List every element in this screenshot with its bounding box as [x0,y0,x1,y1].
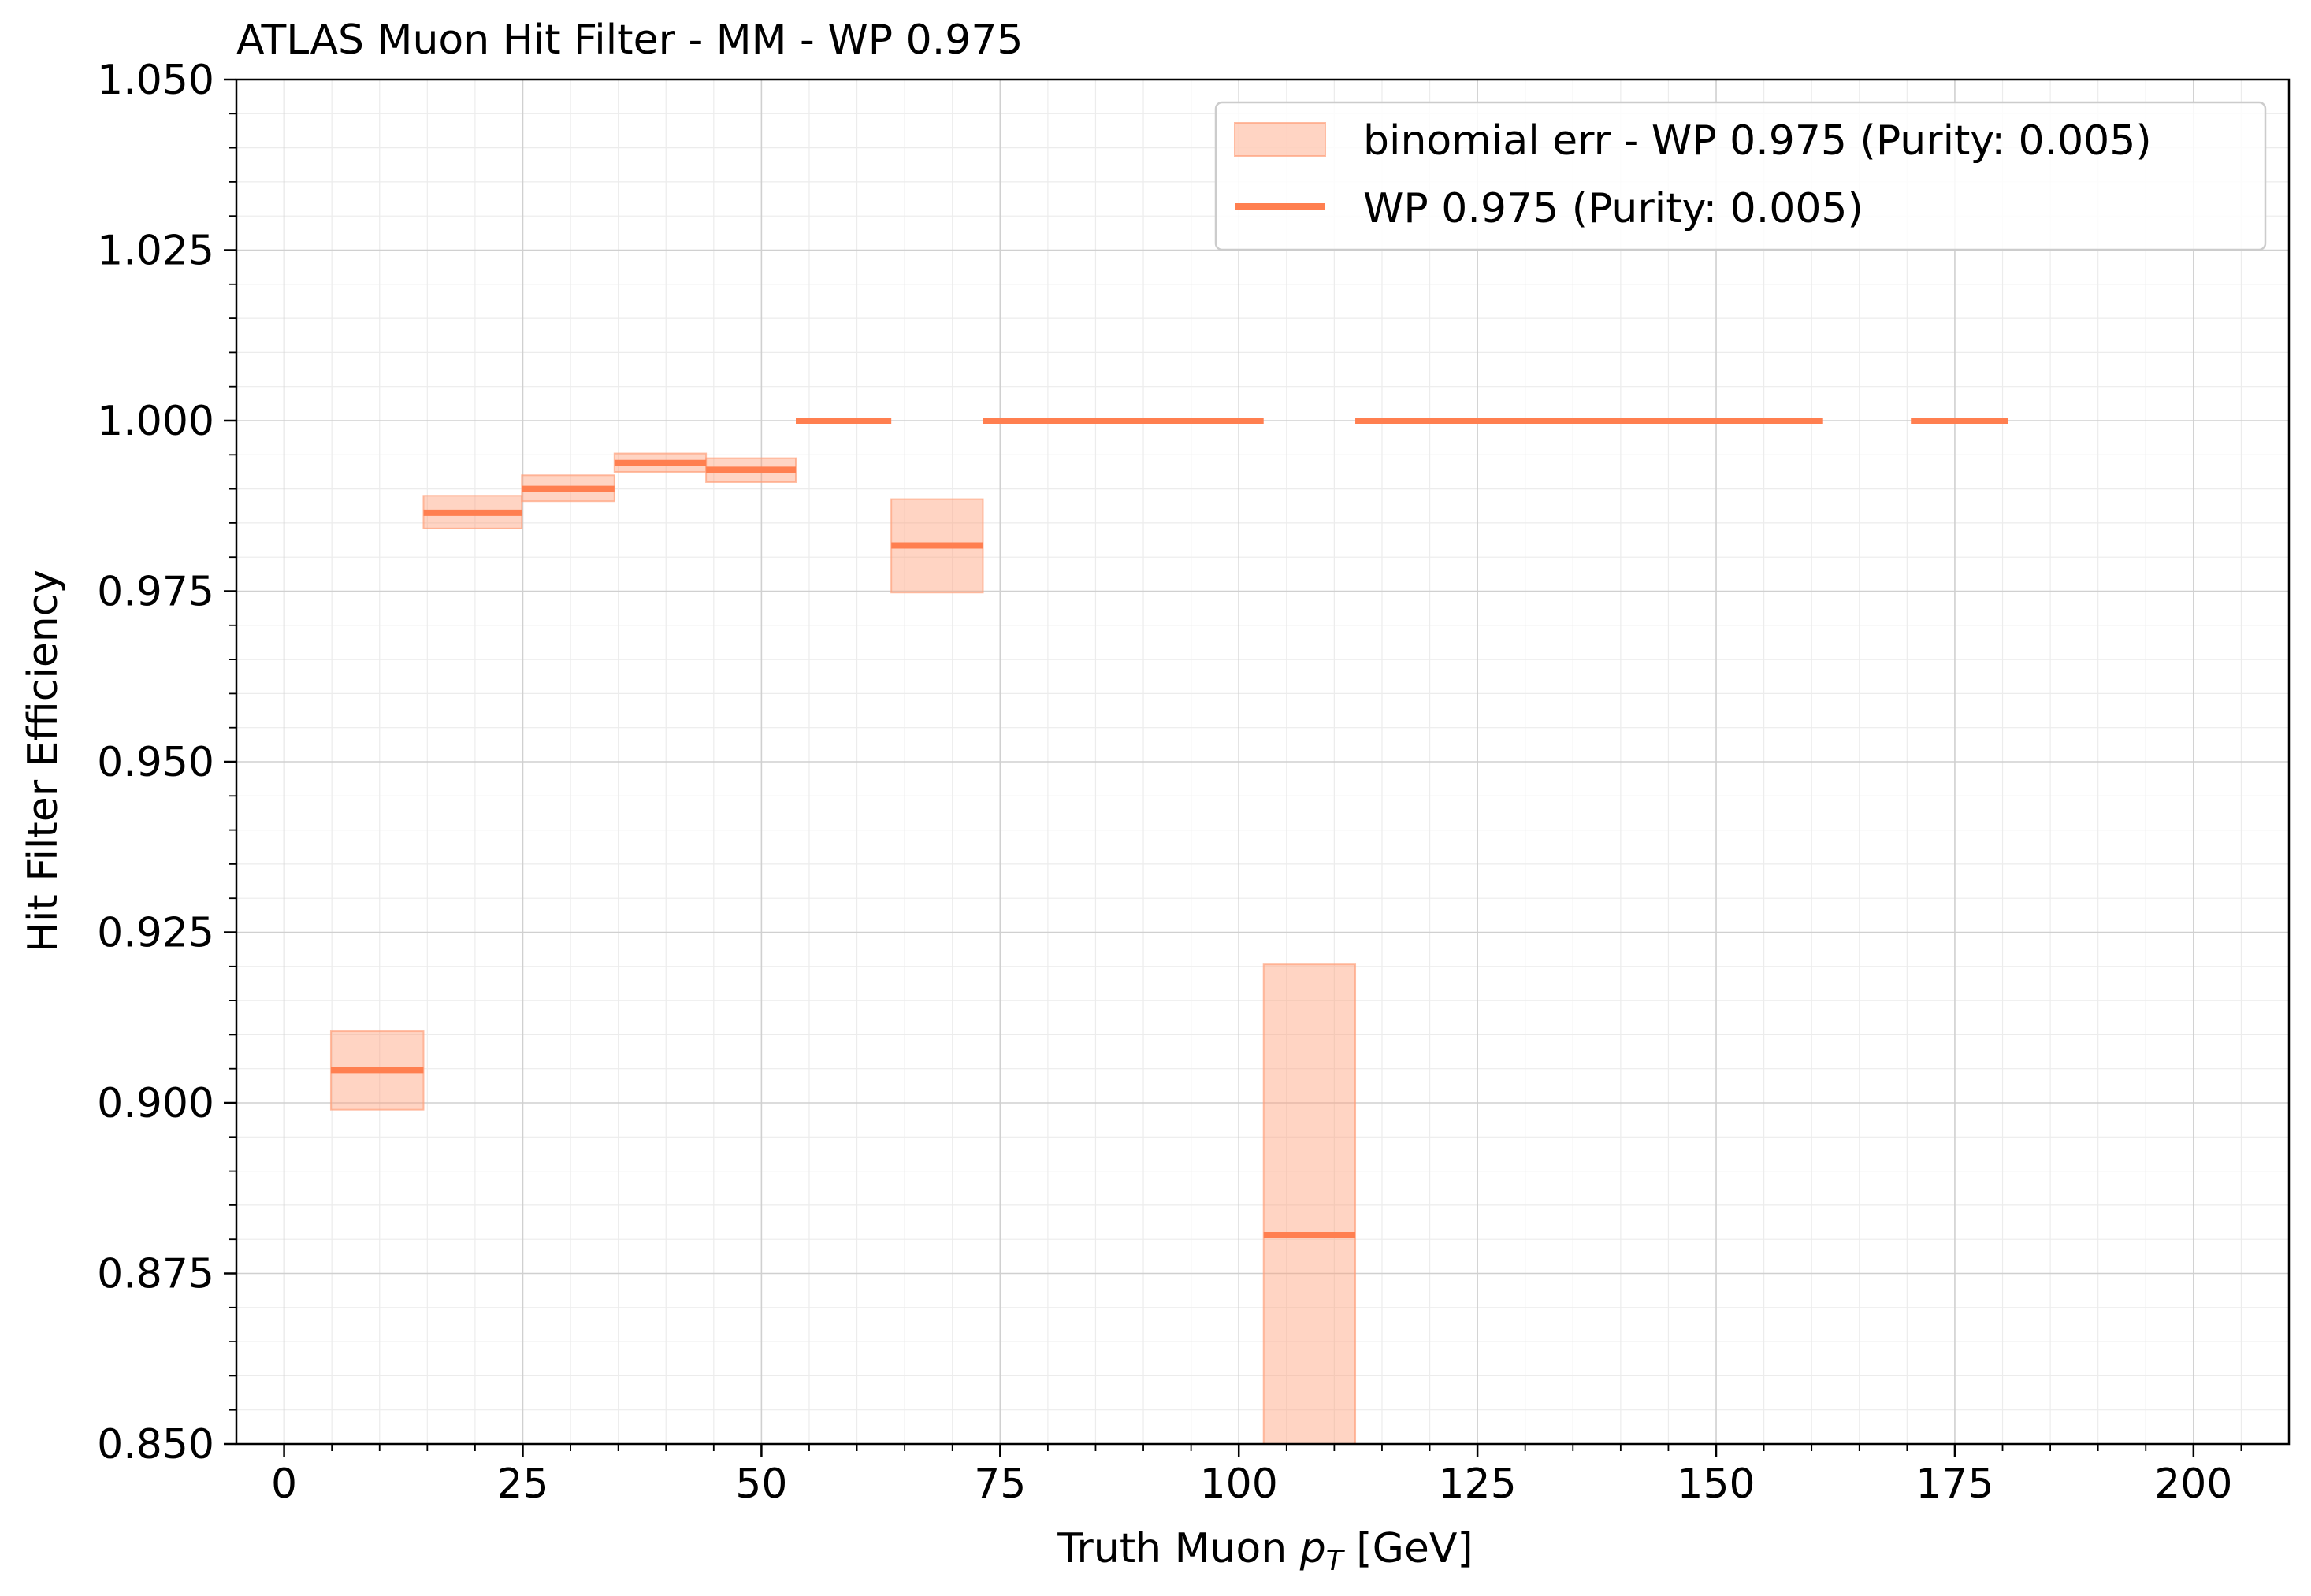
y-tick-label: 0.950 [97,739,214,786]
legend-band-swatch [1234,122,1326,157]
x-tick-label: 175 [1915,1461,1993,1508]
axis-ticks [224,78,2242,1457]
y-tick-label: 0.900 [97,1080,214,1127]
y-tick-label: 0.975 [97,569,214,616]
y-tick-label: 1.050 [97,57,214,104]
error-band [1262,963,1357,1445]
binomial-error-bands [329,452,1357,1445]
x-tick-label: 150 [1677,1461,1755,1508]
x-axis-label: Truth Muon pT [GeV] [1057,1525,1473,1577]
x-tick-label: 125 [1438,1461,1516,1508]
y-axis-label: Hit Filter Efficiency [20,570,67,952]
chart-title: ATLAS Muon Hit Filter - MM - WP 0.975 [236,17,1024,64]
legend-line-label: WP 0.975 (Purity: 0.005) [1363,185,1863,232]
y-tick-label: 1.000 [97,398,214,445]
legend-band-label: binomial err - WP 0.975 (Purity: 0.005) [1363,117,2152,165]
y-tick-labels: 0.850 0.875 0.900 0.925 0.950 0.975 1.000 1.025… [97,57,214,1468]
x-tick-label: 200 [2154,1461,2232,1508]
legend: binomial err - WP 0.975 (Purity: 0.005) … [1214,101,2267,251]
x-tick-labels: 0 25 50 75 100 125 150 175 200 [271,1461,2232,1508]
x-tick-label: 100 [1200,1461,1278,1508]
y-tick-label: 0.875 [97,1251,214,1298]
legend-frame [1214,101,2267,251]
y-tick-label: 0.850 [97,1421,214,1468]
x-tick-label: 0 [271,1461,297,1508]
y-tick-label: 0.925 [97,910,214,957]
x-tick-label: 25 [496,1461,548,1508]
x-tick-label: 75 [974,1461,1026,1508]
y-tick-label: 1.025 [97,228,214,275]
x-tick-label: 50 [735,1461,787,1508]
efficiency-steps [330,418,2008,1239]
